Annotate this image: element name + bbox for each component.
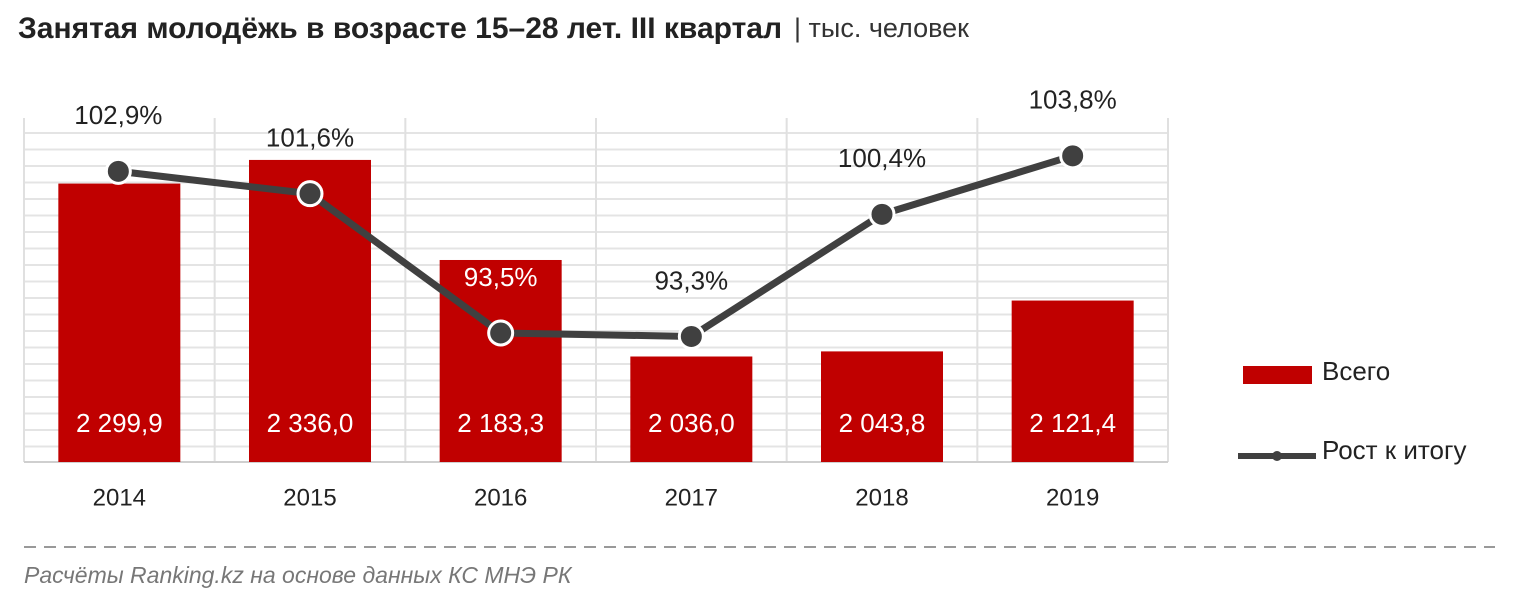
line	[117, 152, 1074, 340]
line-marker	[1059, 142, 1087, 170]
x-tick-label: 2015	[283, 484, 336, 511]
bar-value-label: 2 043,8	[839, 408, 926, 438]
legend-line-marker	[1272, 451, 1282, 461]
line-value-label: 93,3%	[654, 265, 728, 295]
line-value-label: 103,8%	[1029, 85, 1117, 115]
line-value-label: 93,5%	[464, 262, 538, 292]
legend-label: Рост к итогу	[1322, 435, 1466, 465]
bar	[249, 159, 371, 462]
line-marker	[868, 200, 896, 228]
legend-bar-swatch	[1243, 366, 1312, 384]
x-tick-label: 2018	[855, 484, 908, 511]
x-tick-label: 2016	[474, 484, 527, 511]
title-text: Занятая молодёжь в возрасте 15–28 лет. I…	[18, 12, 782, 45]
x-tick-label: 2014	[93, 484, 146, 511]
chart-title: Занятая молодёжь в возрасте 15–28 лет. I…	[18, 12, 969, 45]
line-value-label: 102,9%	[74, 100, 162, 130]
x-tick-label: 2017	[665, 484, 718, 511]
line-marker	[296, 180, 324, 208]
line-value-label: 101,6%	[266, 123, 354, 153]
legend-label: Всего	[1322, 356, 1390, 386]
source-note: Расчёты Ranking.kz на основе данных КС М…	[24, 562, 573, 588]
bar	[630, 356, 753, 462]
bar-value-label: 2 183,3	[457, 408, 544, 438]
line-marker	[104, 157, 132, 185]
subtitle: | тыс. человек	[794, 13, 969, 43]
line-marker	[677, 322, 705, 350]
line-value-label: 100,4%	[838, 143, 926, 173]
line-marker	[487, 319, 515, 347]
bar	[821, 351, 943, 462]
column-dividers	[23, 118, 1169, 462]
bar-value-label: 2 121,4	[1029, 408, 1116, 438]
bar-value-label: 2 036,0	[648, 408, 735, 438]
bar	[1011, 300, 1134, 462]
bar	[439, 259, 562, 462]
bar	[58, 183, 181, 462]
x-tick-label: 2019	[1046, 484, 1099, 511]
bar-value-label: 2 299,9	[76, 408, 163, 438]
bar-value-label: 2 336,0	[267, 408, 354, 438]
